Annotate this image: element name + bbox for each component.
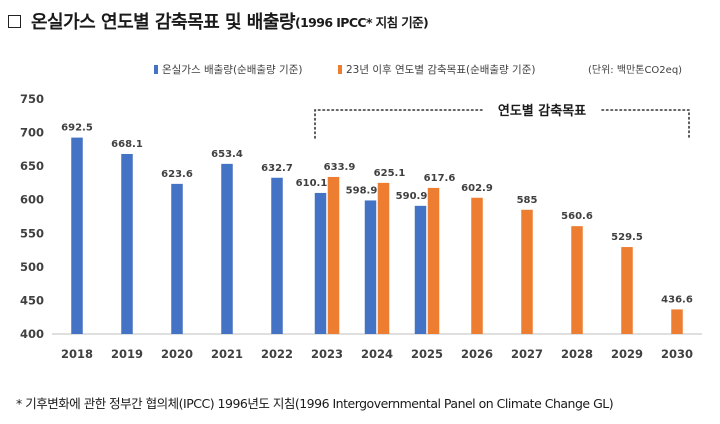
x-tick-label: 2029 xyxy=(611,347,643,361)
annotation-bracket xyxy=(314,109,690,139)
bar-target xyxy=(521,209,533,334)
x-tick-label: 2028 xyxy=(561,347,593,361)
bar-emissions xyxy=(71,137,83,334)
bar-target xyxy=(471,197,483,334)
bar-chart: 400 450 500 550 600 650 700 750 2018 2019 2020 2021… xyxy=(20,63,702,361)
value-label: 653.4 xyxy=(211,149,243,160)
y-tick-label: 500 xyxy=(20,260,44,274)
chart-subtitle: (1996 IPCC* 지침 기준) xyxy=(294,14,429,30)
x-tick-label: 2021 xyxy=(211,347,243,361)
value-label: 625.1 xyxy=(374,168,406,179)
y-tick-label: 700 xyxy=(20,126,44,140)
x-tick-label: 2019 xyxy=(111,347,143,361)
bar-emissions xyxy=(221,163,233,334)
annotation-label: 연도별 감축목표 xyxy=(498,103,586,119)
bar-emissions xyxy=(171,183,183,334)
bar-target xyxy=(571,226,583,334)
checkbox-square-icon xyxy=(8,14,21,28)
x-tick-label: 2025 xyxy=(411,347,443,361)
legend-swatch-target xyxy=(338,65,342,74)
value-label: 602.9 xyxy=(461,183,493,194)
value-label: 598.9 xyxy=(346,185,378,196)
bar-emissions xyxy=(414,205,427,334)
unit-note: (단위: 백만톤CO2eq) xyxy=(588,63,682,76)
value-label: 529.5 xyxy=(611,232,643,243)
x-tick-label: 2022 xyxy=(261,347,293,361)
title-row: 온실가스 연도별 감축목표 및 배출량 (1996 IPCC* 지침 기준) xyxy=(8,6,429,36)
bar-target xyxy=(671,309,683,334)
y-tick-label: 400 xyxy=(20,327,44,341)
value-label: 585 xyxy=(517,195,538,206)
x-tick-label: 2020 xyxy=(161,347,193,361)
x-tick-label: 2026 xyxy=(461,347,493,361)
bar-target xyxy=(327,176,340,334)
x-tick-label: 2027 xyxy=(511,347,543,361)
bar-target xyxy=(427,187,440,334)
value-label: 668.1 xyxy=(111,139,143,150)
x-tick-label: 2023 xyxy=(311,347,343,361)
bar-emissions xyxy=(364,200,377,334)
annotation-label-bg xyxy=(484,100,600,120)
value-label: 610.1 xyxy=(296,178,328,189)
x-tick-label: 2018 xyxy=(61,347,93,361)
y-tick-label: 750 xyxy=(20,92,44,106)
y-tick-label: 650 xyxy=(20,159,44,173)
x-tick-label: 2024 xyxy=(361,347,393,361)
value-label: 623.6 xyxy=(161,169,193,180)
bar-target xyxy=(377,182,390,334)
legend-label-target: 23년 이후 연도별 감축목표(순배출량 기준) xyxy=(346,64,535,76)
bar-emissions xyxy=(271,177,283,334)
value-label: 590.9 xyxy=(396,191,428,202)
y-tick-label: 600 xyxy=(20,193,44,207)
value-label: 560.6 xyxy=(561,211,593,222)
y-tick-label: 450 xyxy=(20,293,44,307)
footnote: * 기후변화에 관한 정부간 협의체(IPCC) 1996년도 지침(1996 … xyxy=(16,396,614,411)
chart-title: 온실가스 연도별 감축목표 및 배출량 xyxy=(31,12,295,33)
bar-target xyxy=(621,247,633,334)
x-tick-label: 2030 xyxy=(661,347,693,361)
bar-emissions xyxy=(314,192,327,334)
value-label: 436.6 xyxy=(661,294,693,305)
bar-emissions xyxy=(121,153,133,334)
value-label: 633.9 xyxy=(324,162,356,173)
value-label: 617.6 xyxy=(424,173,456,184)
value-label: 692.5 xyxy=(61,123,93,134)
legend-label-emissions: 온실가스 배출량(순배출량 기준) xyxy=(162,64,302,76)
value-label: 632.7 xyxy=(261,163,293,174)
y-tick-label: 550 xyxy=(20,226,44,240)
legend-swatch-emissions xyxy=(154,65,158,74)
